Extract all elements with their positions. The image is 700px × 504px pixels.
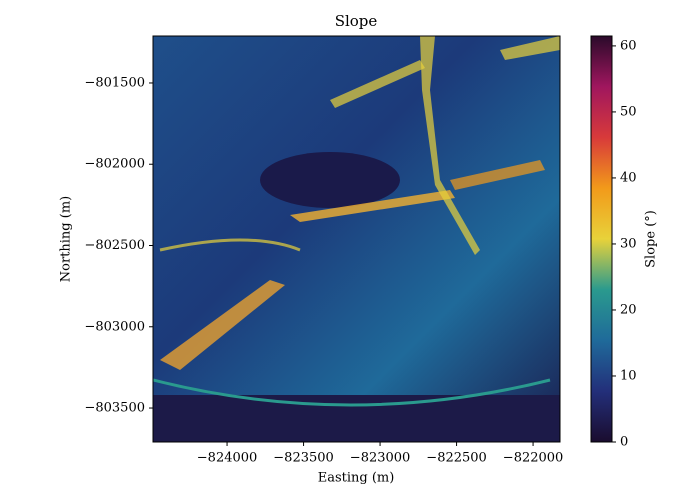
y-tick-label: −803000	[84, 319, 145, 334]
x-axis-label: Easting (m)	[318, 471, 395, 486]
colorbar-tick-label: 0	[620, 435, 628, 450]
colorbar-tick-label: 30	[620, 236, 637, 251]
y-axis-label: Northing (m)	[59, 196, 74, 282]
y-tick-label: −801500	[84, 75, 145, 90]
x-tick-label: −823000	[350, 451, 411, 466]
y-tick-label: −802000	[84, 157, 145, 172]
colorbar-tick-label: 10	[620, 368, 637, 383]
colorbar-label: Slope (°)	[644, 210, 659, 268]
colorbar-tick-label: 20	[620, 302, 637, 317]
x-tick-label: −822000	[503, 451, 564, 466]
y-tick-label: −802500	[84, 238, 145, 253]
x-tick-label: −822500	[426, 451, 487, 466]
chart-title: Slope	[335, 12, 378, 30]
plot-frame	[152, 35, 561, 443]
colorbar-tick-label: 50	[620, 104, 637, 119]
x-tick-label: −824000	[197, 451, 258, 466]
y-tick-label: −803500	[84, 401, 145, 416]
colorbar-tick-label: 60	[620, 38, 637, 53]
x-tick-label: −823500	[273, 451, 334, 466]
slope-raster	[153, 36, 560, 442]
colorbar-tick-label: 40	[620, 170, 637, 185]
colorbar	[590, 35, 613, 443]
